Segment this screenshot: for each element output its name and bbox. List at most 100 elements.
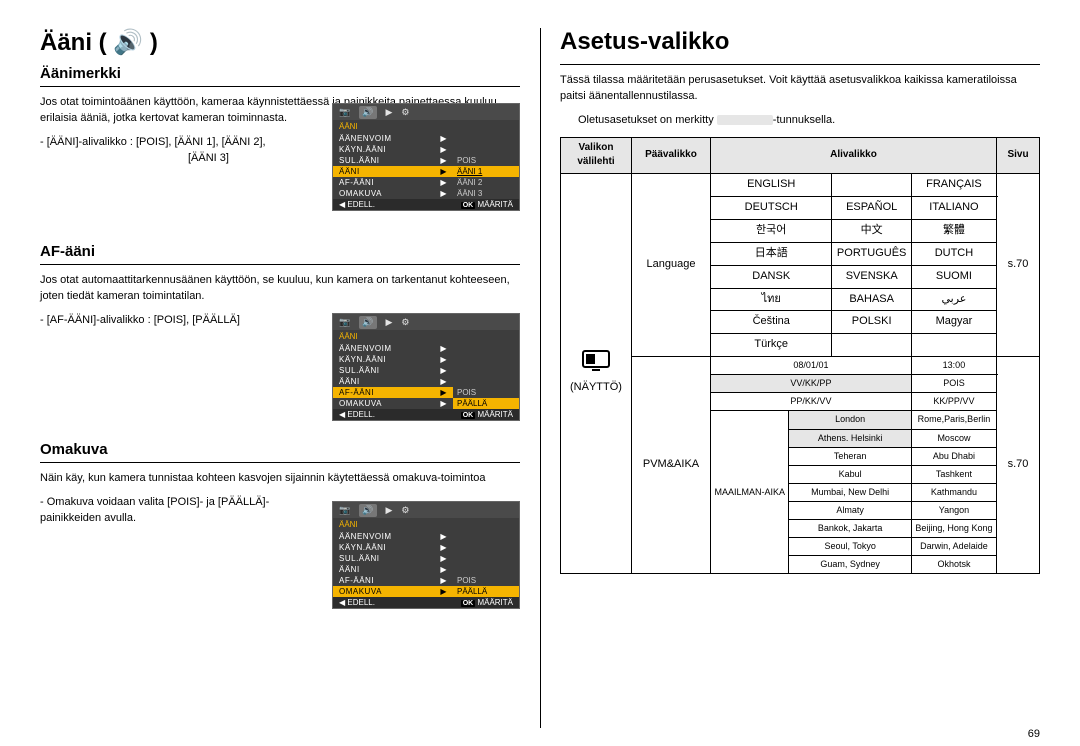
lcd-row: AF-ÄÄNI ▶ÄÄNI 2: [333, 177, 519, 188]
cell: 繁體: [911, 219, 996, 242]
cell: Beijing, Hong Kong: [911, 519, 996, 537]
cell: PP/KK/VV: [711, 393, 912, 411]
cell: VV/KK/PP: [711, 375, 912, 393]
lcd-row: SUL.ÄÄNI ▶: [333, 553, 519, 564]
cell: Teheran: [789, 447, 911, 465]
column-divider: [540, 28, 541, 728]
lcd-tab-icon: 🔊: [359, 504, 377, 517]
lcd-row: ÄÄNI ▶ÄÄNI 1: [333, 166, 519, 177]
cell: BAHASA: [832, 288, 911, 311]
cell: Yangon: [911, 501, 996, 519]
lcd-row: ÄÄNENVOIM ▶: [333, 133, 519, 144]
cell: Tashkent: [911, 465, 996, 483]
lcd-title: ÄÄNI: [333, 120, 519, 133]
tab-label: (NÄYTTÖ): [570, 381, 622, 393]
th: Päävalikko: [632, 137, 711, 173]
cell: 한국어: [711, 219, 832, 242]
cell: London: [789, 411, 911, 429]
table-row: PVM&AIKA08/01/0113:00s.70: [561, 357, 1040, 375]
cell: Čeština: [711, 311, 832, 334]
cell: FRANÇAIS: [911, 173, 996, 196]
cell: Guam, Sydney: [789, 555, 911, 573]
th: Valikon välilehti: [561, 137, 632, 173]
lcd-row: KÄYN.ÄÄNI ▶: [333, 542, 519, 553]
lcd-tab-icon: 📷: [339, 317, 351, 328]
section-title: Omakuva: [40, 441, 520, 458]
section-title: AF-ääni: [40, 243, 520, 260]
table-header-row: Valikon välilehti Päävalikko Alivalikko …: [561, 137, 1040, 173]
lcd-row: ÄÄNENVOIM ▶: [333, 531, 519, 542]
lcd-row: AF-ÄÄNI ▶POIS: [333, 387, 519, 398]
highlight-swatch: [717, 115, 773, 125]
cell: 中文: [832, 219, 911, 242]
lcd-row: OMAKUVA ▶PÄÄLLÄ: [333, 586, 519, 597]
lcd-footer: ◀ EDELL.OK MÄÄRITÄ: [333, 597, 519, 608]
section: Äänimerkki Jos otat toimintoäänen käyttö…: [40, 65, 520, 225]
cell: SUOMI: [911, 265, 996, 288]
lcd-title: ÄÄNI: [333, 518, 519, 531]
cell: Seoul, Tokyo: [789, 537, 911, 555]
lcd-tab-icon: 📷: [339, 107, 351, 118]
th: Sivu: [997, 137, 1040, 173]
cell: ITALIANO: [911, 196, 996, 219]
cell: Abu Dhabi: [911, 447, 996, 465]
lcd-row: KÄYN.ÄÄNI ▶: [333, 144, 519, 155]
cell: Okhotsk: [911, 555, 996, 573]
cell: DEUTSCH: [711, 196, 832, 219]
lcd-row: AF-ÄÄNI ▶POIS: [333, 575, 519, 586]
tab-cell: (NÄYTTÖ): [561, 173, 632, 573]
manual-page: Ääni ( 🔊 ) Äänimerkki Jos otat toimintoä…: [0, 0, 1080, 746]
lcd-row: ÄÄNI ▶: [333, 564, 519, 575]
left-column: Ääni ( 🔊 ) Äänimerkki Jos otat toimintoä…: [40, 28, 520, 644]
main-menu-cell: PVM&AIKA: [632, 357, 711, 574]
cell: Kathmandu: [911, 483, 996, 501]
lcd-screenshot: 📷🔊▶⚙ ÄÄNI ÄÄNENVOIM ▶KÄYN.ÄÄNI ▶SUL.ÄÄNI…: [332, 501, 520, 609]
page-cell: s.70: [997, 173, 1040, 357]
section: AF-ääni Jos otat automaattitarkennusääne…: [40, 243, 520, 423]
table-row: (NÄYTTÖ) LanguageENGLISHFRANÇAISs.70: [561, 173, 1040, 196]
lcd-tab-icon: 🔊: [359, 316, 377, 329]
cell: SVENSKA: [832, 265, 911, 288]
lcd-tab-icon: ▶: [385, 107, 393, 118]
intro-text: Tässä tilassa määritetään perusasetukset…: [560, 73, 1040, 105]
list-item: Omakuva voidaan valita [POIS]- ja [PÄÄLL…: [40, 495, 305, 527]
section-text: Jos otat automaattitarkennusäänen käyttö…: [40, 273, 520, 305]
lcd-tab-bar: 📷🔊▶⚙: [333, 502, 519, 518]
lcd-tab-icon: ⚙: [401, 107, 410, 118]
lcd-footer: ◀ EDELL.OK MÄÄRITÄ: [333, 409, 519, 420]
cell: DANSK: [711, 265, 832, 288]
lcd-title: ÄÄNI: [333, 330, 519, 343]
right-column: Asetus-valikko Tässä tilassa määritetään…: [560, 28, 1040, 574]
lcd-row: SUL.ÄÄNI ▶: [333, 365, 519, 376]
cell: POIS: [911, 375, 996, 393]
lcd-tab-icon: ▶: [385, 317, 393, 328]
lcd-tab-icon: ⚙: [401, 317, 410, 328]
lcd-row: ÄÄNENVOIM ▶: [333, 343, 519, 354]
cell: Bankok, Jakarta: [789, 519, 911, 537]
main-menu-cell: Language: [632, 173, 711, 357]
cell: [832, 334, 911, 357]
cell: ไทย: [711, 288, 832, 311]
cell: Almaty: [789, 501, 911, 519]
page-cell: s.70: [997, 357, 1040, 574]
cell: Athens. Helsinki: [789, 429, 911, 447]
section-text: Näin käy, kun kamera tunnistaa kohteen k…: [40, 471, 520, 487]
lcd-tab-bar: 📷 🔊 ▶ ⚙: [333, 314, 519, 330]
lcd-screenshot: 📷🔊▶⚙ ÄÄNI ÄÄNENVOIM ▶KÄYN.ÄÄNI ▶SUL.ÄÄNI…: [332, 313, 520, 421]
cell: DUTCH: [911, 242, 996, 265]
cell: Türkçe: [711, 334, 832, 357]
cell: [911, 334, 996, 357]
cell: Moscow: [911, 429, 996, 447]
sub-menu-cell: MAAILMAN-AIKA: [711, 411, 789, 573]
lcd-tab-icon: ▶: [385, 505, 393, 516]
cell: POLSKI: [832, 311, 911, 334]
cell: Rome,Paris,Berlin: [911, 411, 996, 429]
lcd-tab-icon: 📷: [339, 505, 351, 516]
section-title: Äänimerkki: [40, 65, 520, 82]
cell: 08/01/01: [711, 357, 912, 375]
page-number: 69: [1028, 728, 1040, 740]
lcd-tab-bar: 📷🔊▶⚙: [333, 104, 519, 120]
cell: ENGLISH: [711, 173, 832, 196]
cell: ESPAÑOL: [832, 196, 911, 219]
cell: Magyar: [911, 311, 996, 334]
